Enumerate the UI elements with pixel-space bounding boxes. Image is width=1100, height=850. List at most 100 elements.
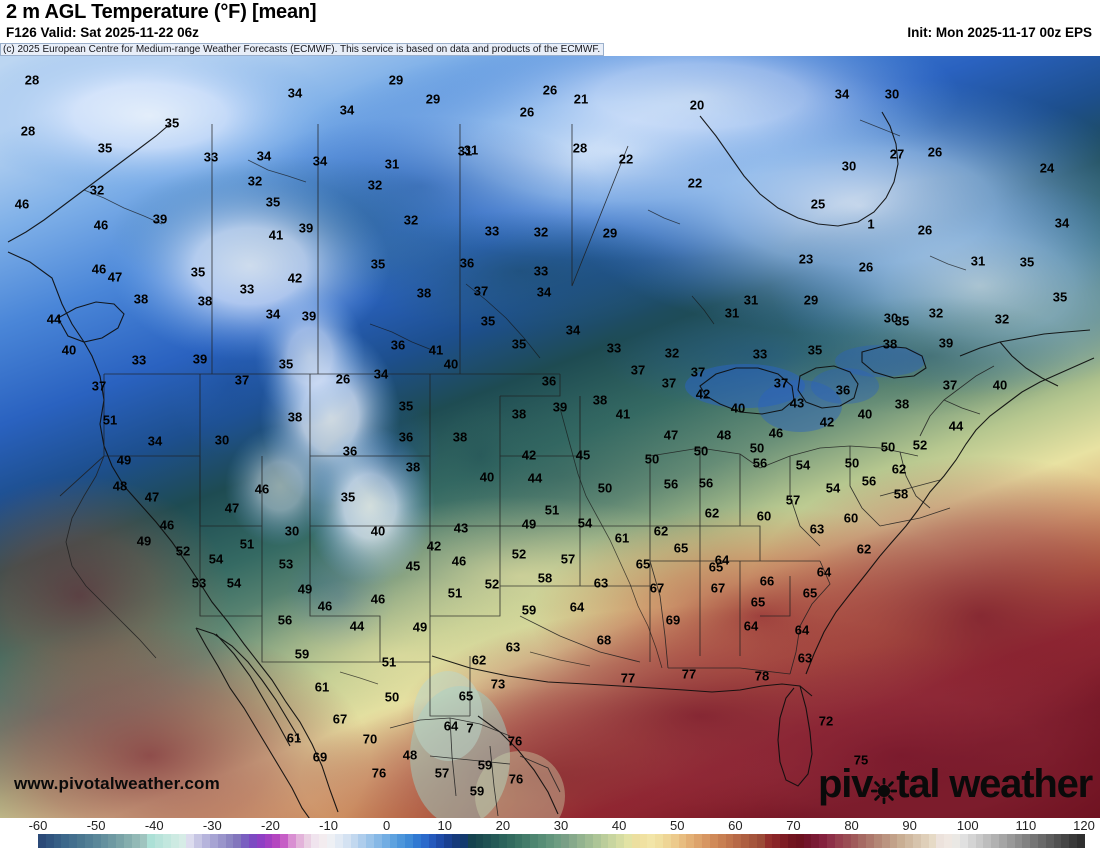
colorbar-tick-label: 70 [786,818,801,833]
colorbar-swatch [170,834,179,848]
colorbar-swatch [795,834,804,848]
site-url-watermark: www.pivotalweather.com [14,774,220,793]
colorbar-swatch [131,834,140,848]
colorbar-swatch [647,834,656,848]
river-paths [83,119,967,685]
colorbar-swatch [389,834,398,848]
colorbar-swatch [1069,834,1078,848]
brand-text-pre: piv [818,762,873,806]
colorbar-swatch [1022,834,1031,848]
colorbar-swatch [639,834,648,848]
colorbar-swatch [1030,834,1038,848]
colorbar-tick-label: -30 [202,818,222,833]
colorbar-swatch [217,834,226,848]
colorbar-swatch [381,834,390,848]
colorbar-swatch [670,834,679,848]
colorbar-swatch [256,834,265,848]
colorbar-swatch [303,834,312,848]
colorbar-swatch [780,834,788,848]
colorbar-swatch [702,834,710,848]
colorbar-tick-label: -50 [86,818,106,833]
colorbar-swatch [264,834,273,848]
colorbar-swatch [991,834,999,848]
colorbar-swatch [905,834,913,848]
colorbar-tick-labels: -60 -50 -40 -30 -20 -10 0 10 20 30 40 50 60 70 80 90 100… [0,818,1100,834]
colorbar-swatch [84,834,93,848]
colorbar-swatch [358,834,367,848]
colorbar-tick-label: 80 [844,818,859,833]
colorbar-swatch [327,834,335,848]
brand-watermark: piv tal weather [818,762,1093,806]
colorbar-swatch [1014,834,1023,848]
colorbar-swatch [803,834,812,848]
colorbar-swatch [459,834,468,848]
colorbar-swatch [623,834,632,848]
colorbar-swatch [178,834,187,848]
colorbar-swatch [53,834,62,848]
colorbar-swatch [1053,834,1062,848]
colorbar-swatch [491,834,499,848]
colorbar-legend[interactable]: -60 -50 -40 -30 -20 -10 0 10 20 30 40 50 60 70 80 90 100… [0,818,1100,850]
colorbar-swatch [694,834,703,848]
colorbar-swatch [686,834,695,848]
colorbar-swatch [530,834,538,848]
colorbar-swatch [663,834,671,848]
colorbar-swatch [1045,834,1054,848]
colorbar-swatch [311,834,320,848]
colorbar-gradient[interactable] [38,834,1085,848]
colorbar-swatch [139,834,148,848]
colorbar-swatch [967,834,976,848]
colorbar-swatch [983,834,992,848]
init-time-label: Init: Mon 2025-11-17 00z EPS [907,25,1092,40]
colorbar-swatch [842,834,851,848]
colorbar-swatch [233,834,242,848]
colorbar-tick-label: 100 [956,818,979,833]
colorbar-swatch [38,834,46,848]
page-title: 2 m AGL Temperature (°F) [mean] [6,1,317,23]
colorbar-swatch [709,834,718,848]
colorbar-swatch [288,834,296,848]
colorbar-swatch [866,834,874,848]
colorbar-swatch [608,834,617,848]
state-border-paths [59,124,995,817]
weather-map-canvas[interactable]: 28 34 29 29 26 21 20 34 30 28 35 34 31 28 22 30 27 26 24 35… [0,56,1100,818]
colorbar-swatch [725,834,734,848]
colorbar-swatch [772,834,781,848]
colorbar-swatch [881,834,890,848]
colorbar-swatch [420,834,429,848]
colorbar-swatch [764,834,773,848]
colorbar-tick-label: -10 [319,818,338,833]
colorbar-swatch [1006,834,1015,848]
colorbar-tick-label: 10 [437,818,452,833]
temperature-field-svg [0,56,1100,818]
colorbar-swatch [61,834,70,848]
colorbar-swatch [936,834,945,848]
colorbar-swatch [834,834,843,848]
colorbar-swatch [944,834,953,848]
colorbar-swatch [272,834,281,848]
colorbar-tick-label: 110 [1015,818,1037,833]
colorbar-swatch [748,834,757,848]
colorbar-swatch [553,834,562,848]
colorbar-swatch [514,834,523,848]
colorbar-swatch [155,834,163,848]
colorbar-swatch [467,834,476,848]
colorbar-tick-label: 40 [611,818,627,833]
colorbar-swatch [1038,834,1046,848]
colorbar-swatch [827,834,835,848]
colorbar-swatch [952,834,960,848]
colorbar-swatch [897,834,906,848]
colorbar-swatch [280,834,288,848]
colorbar-swatch [631,834,640,848]
brand-text-post: tal weather [896,762,1093,806]
colorbar-swatch [483,834,492,848]
colorbar-swatch [350,834,359,848]
colorbar-swatch [444,834,453,848]
colorbar-swatch [69,834,78,848]
colorbar-tick-label: 20 [495,818,511,833]
colorbar-swatch [850,834,859,848]
colorbar-swatch [506,834,515,848]
colorbar-tick-label: 50 [669,818,685,833]
colorbar-swatch [100,834,109,848]
colorbar-swatch [561,834,570,848]
